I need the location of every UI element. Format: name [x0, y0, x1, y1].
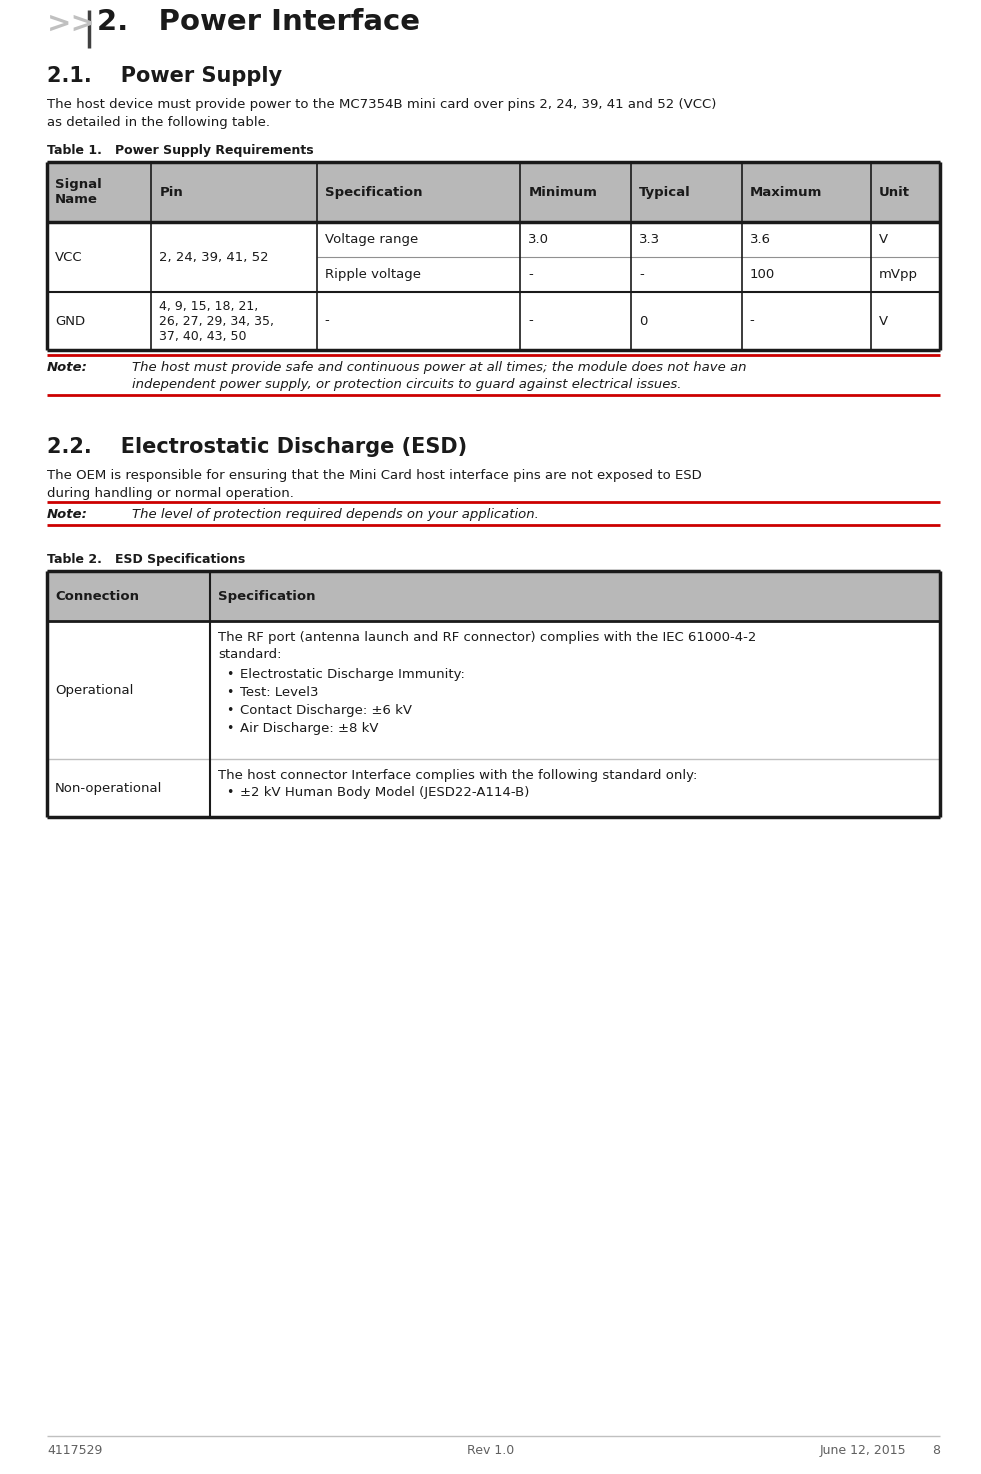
Text: Table 1.: Table 1.: [47, 144, 102, 158]
Text: Maximum: Maximum: [749, 186, 822, 199]
Text: June 12, 2015: June 12, 2015: [820, 1445, 906, 1456]
Text: 3.6: 3.6: [749, 233, 771, 246]
Text: Power Supply Requirements: Power Supply Requirements: [115, 144, 314, 158]
Text: Contact Discharge: ±6 kV: Contact Discharge: ±6 kV: [240, 705, 412, 716]
Text: mVpp: mVpp: [879, 268, 918, 282]
Text: Note:: Note:: [47, 361, 88, 374]
Text: standard:: standard:: [219, 649, 282, 660]
Text: GND: GND: [55, 314, 85, 327]
Text: V: V: [879, 233, 889, 246]
Text: The OEM is responsible for ensuring that the Mini Card host interface pins are n: The OEM is responsible for ensuring that…: [47, 469, 701, 482]
Text: Rev 1.0: Rev 1.0: [467, 1445, 514, 1456]
Text: Typical: Typical: [639, 186, 691, 199]
Text: Test: Level3: Test: Level3: [240, 685, 319, 699]
Text: The host connector Interface complies with the following standard only:: The host connector Interface complies wi…: [219, 769, 697, 783]
Text: 8: 8: [932, 1445, 940, 1456]
Text: •: •: [227, 668, 233, 681]
Text: Electrostatic Discharge Immunity:: Electrostatic Discharge Immunity:: [240, 668, 465, 681]
Text: The host device must provide power to the MC7354B mini card over pins 2, 24, 39,: The host device must provide power to th…: [47, 97, 716, 111]
Text: Table 2.: Table 2.: [47, 553, 102, 566]
Text: 3.3: 3.3: [639, 233, 660, 246]
Text: •: •: [227, 722, 233, 736]
Text: Operational: Operational: [55, 684, 133, 697]
Text: Signal
Name: Signal Name: [55, 178, 102, 206]
Bar: [47, 162, 940, 223]
Text: Voltage range: Voltage range: [325, 233, 418, 246]
Text: The host must provide safe and continuous power at all times; the module does no: The host must provide safe and continuou…: [132, 361, 747, 374]
Text: •: •: [227, 705, 233, 716]
Text: Non-operational: Non-operational: [55, 781, 163, 794]
Text: 3.0: 3.0: [529, 233, 549, 246]
Text: Air Discharge: ±8 kV: Air Discharge: ±8 kV: [240, 722, 379, 736]
Text: Pin: Pin: [160, 186, 183, 199]
Text: 2.   Power Interface: 2. Power Interface: [97, 7, 420, 35]
Text: 2, 24, 39, 41, 52: 2, 24, 39, 41, 52: [160, 251, 269, 264]
Text: 2.1.    Power Supply: 2.1. Power Supply: [47, 66, 283, 85]
Text: >>: >>: [47, 10, 96, 38]
Text: •: •: [227, 786, 233, 799]
Text: The level of protection required depends on your application.: The level of protection required depends…: [132, 509, 539, 520]
Text: independent power supply, or protection circuits to guard against electrical iss: independent power supply, or protection …: [132, 377, 682, 391]
Text: -: -: [529, 314, 533, 327]
Text: V: V: [879, 314, 889, 327]
Text: ±2 kV Human Body Model (JESD22-A114-B): ±2 kV Human Body Model (JESD22-A114-B): [240, 786, 530, 799]
Text: Minimum: Minimum: [529, 186, 597, 199]
Text: during handling or normal operation.: during handling or normal operation.: [47, 486, 294, 500]
Text: Note:: Note:: [47, 509, 88, 520]
Text: Unit: Unit: [879, 186, 910, 199]
Text: VCC: VCC: [55, 251, 82, 264]
Text: as detailed in the following table.: as detailed in the following table.: [47, 116, 270, 130]
Text: -: -: [749, 314, 754, 327]
Text: 0: 0: [639, 314, 647, 327]
Text: Specification: Specification: [325, 186, 422, 199]
Text: ESD Specifications: ESD Specifications: [115, 553, 245, 566]
Text: Connection: Connection: [55, 590, 139, 603]
Text: Specification: Specification: [219, 590, 316, 603]
Text: 2.2.    Electrostatic Discharge (ESD): 2.2. Electrostatic Discharge (ESD): [47, 436, 467, 457]
Text: 100: 100: [749, 268, 775, 282]
Text: 4, 9, 15, 18, 21,
26, 27, 29, 34, 35,
37, 40, 43, 50: 4, 9, 15, 18, 21, 26, 27, 29, 34, 35, 37…: [160, 299, 275, 342]
Text: -: -: [325, 314, 330, 327]
Text: Ripple voltage: Ripple voltage: [325, 268, 421, 282]
Text: -: -: [529, 268, 533, 282]
Text: -: -: [639, 268, 644, 282]
Text: •: •: [227, 685, 233, 699]
Bar: [47, 570, 940, 621]
Text: 4117529: 4117529: [47, 1445, 102, 1456]
Text: The RF port (antenna launch and RF connector) complies with the IEC 61000-4-2: The RF port (antenna launch and RF conne…: [219, 631, 756, 644]
